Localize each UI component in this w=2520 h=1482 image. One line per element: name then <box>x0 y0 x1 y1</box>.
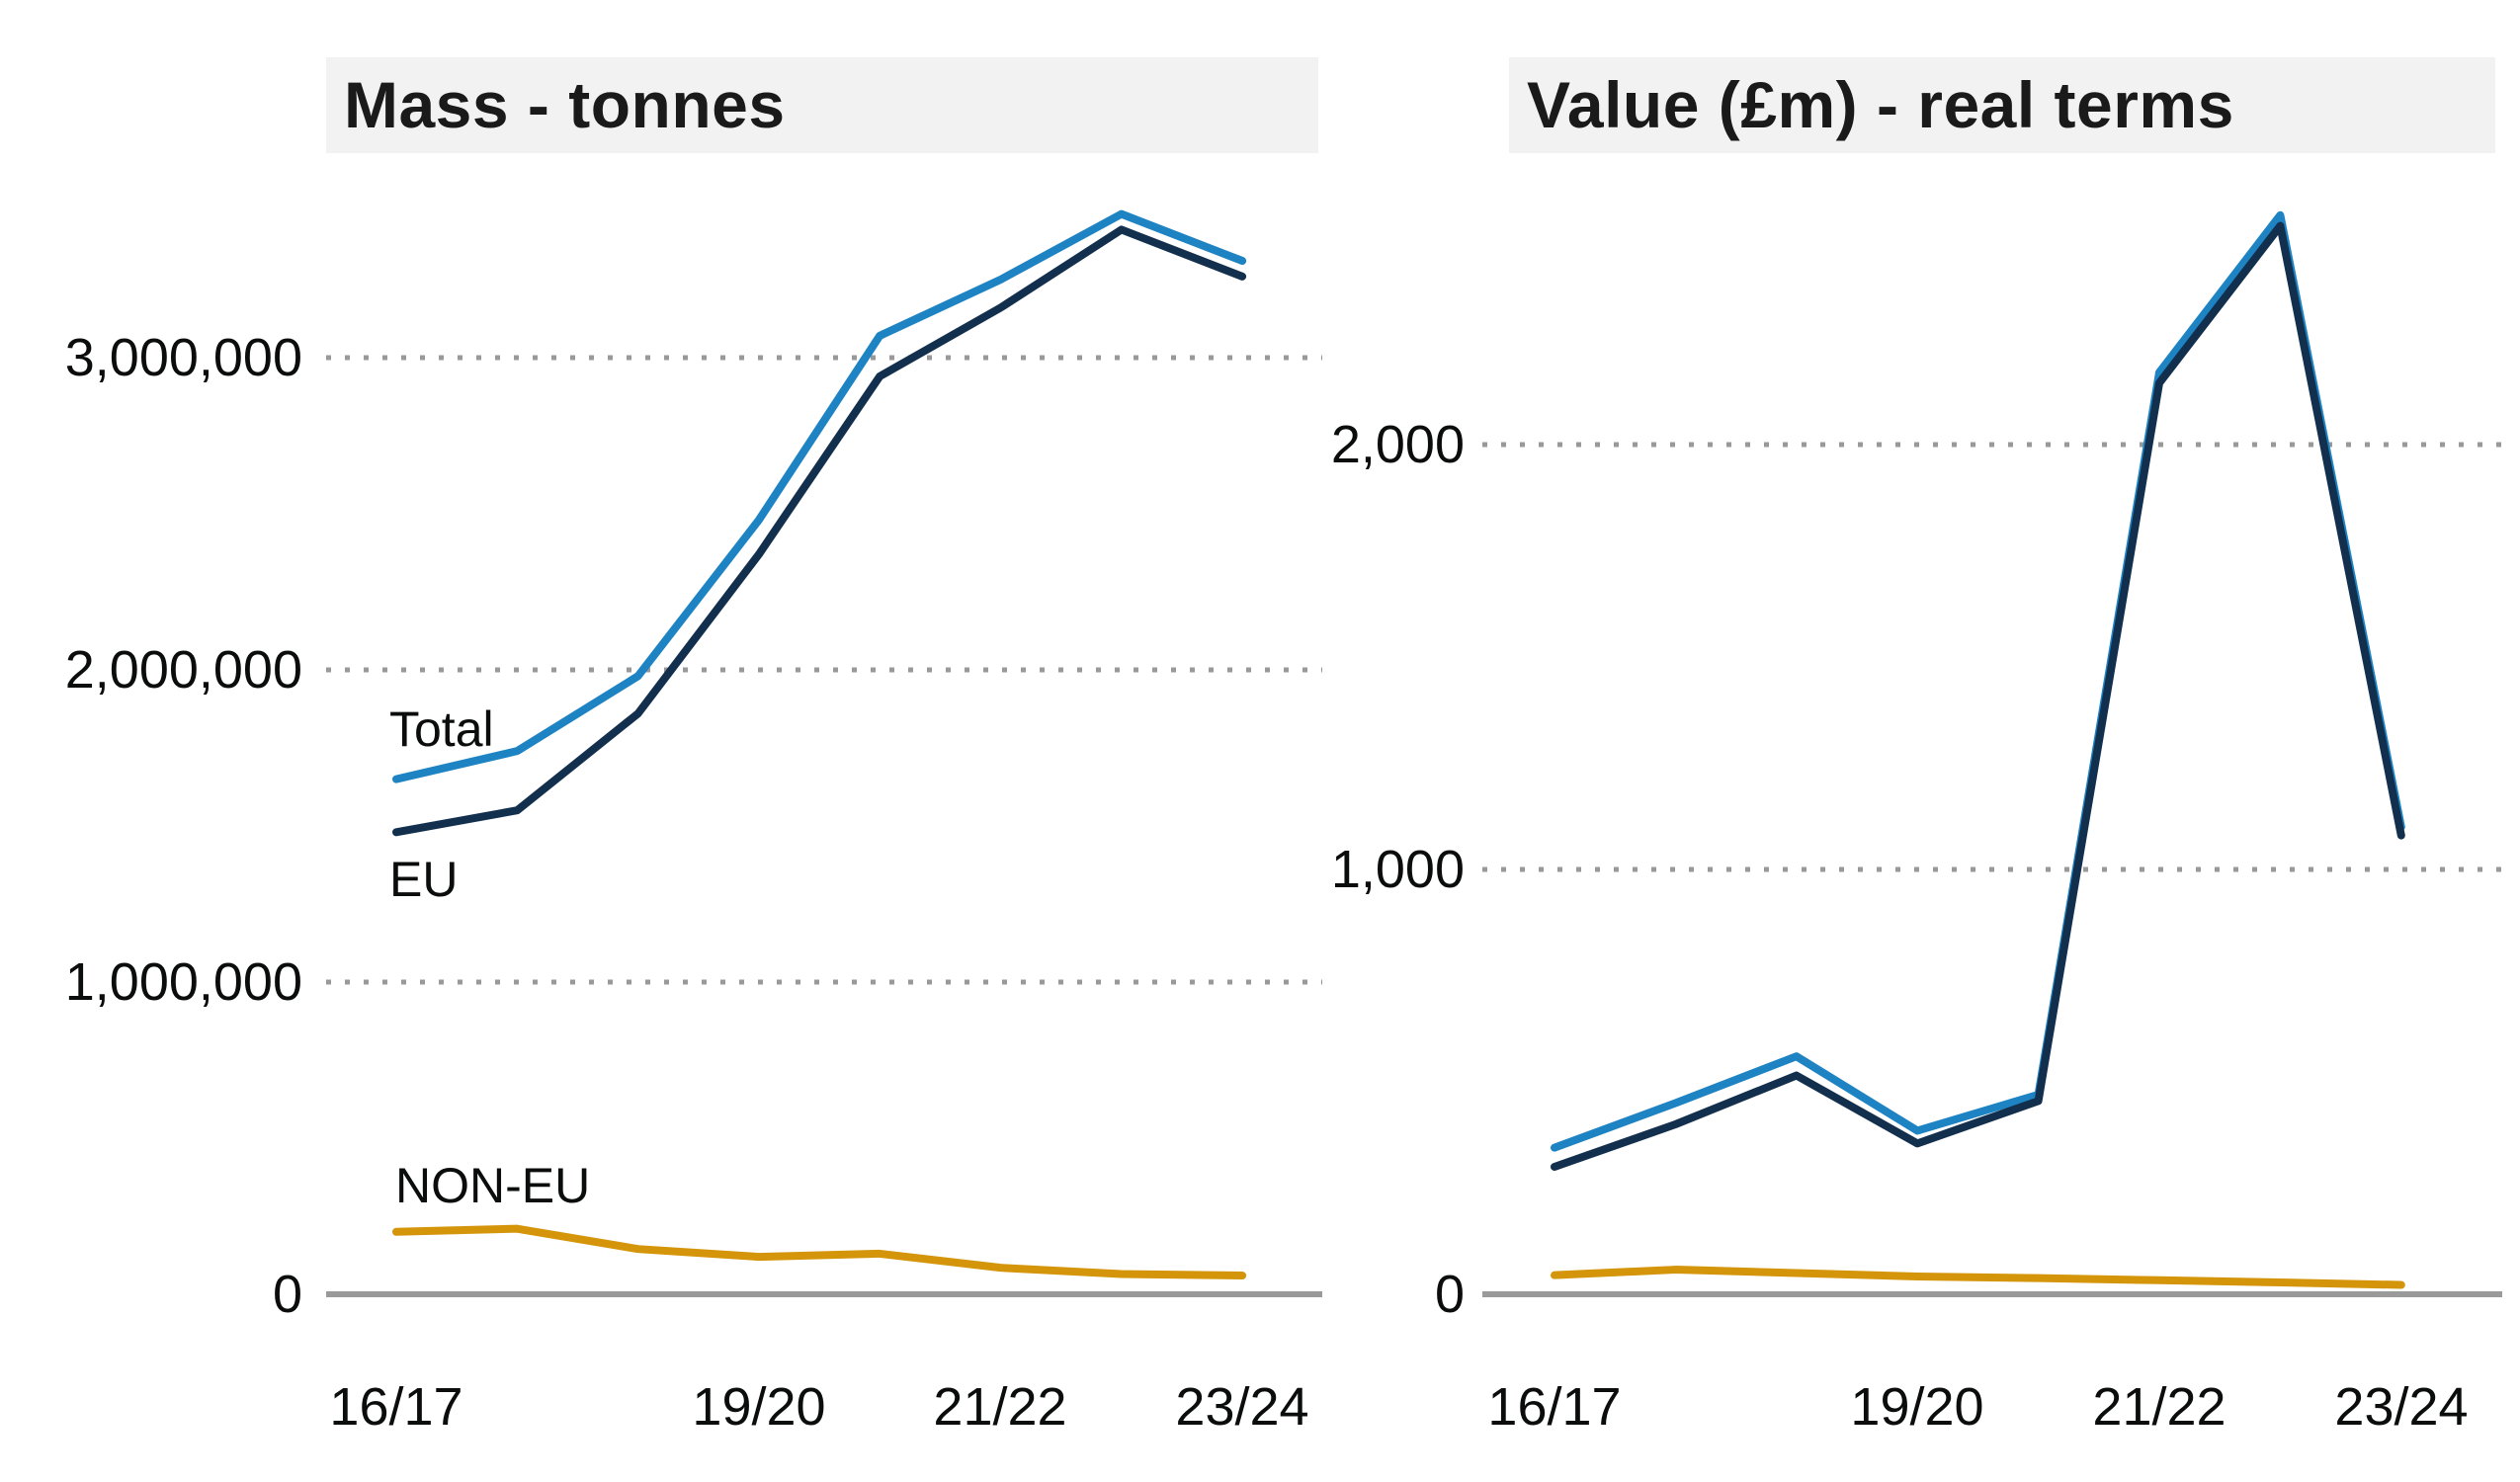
mass-chart-title: Mass - tonnes <box>344 68 786 141</box>
mass-xtick-2324: 23/24 <box>1175 1377 1309 1437</box>
value-xtick-2122: 21/22 <box>2092 1377 2226 1437</box>
value-ytick-1000: 1,000 <box>1330 840 1465 899</box>
mass-total-line <box>392 209 1247 783</box>
value-ytick-0: 0 <box>1434 1265 1465 1324</box>
mass-xtick-1617: 16/17 <box>329 1377 463 1437</box>
mass-ytick-0: 0 <box>272 1265 302 1324</box>
value-chart-title-band: Value (£m) - real terms <box>1509 57 2495 153</box>
mass-xtick-2122: 21/22 <box>933 1377 1067 1437</box>
value-xtick-2324: 23/24 <box>2334 1377 2469 1437</box>
mass-ytick-2000000: 2,000,000 <box>64 640 302 700</box>
mass-chart-title-band: Mass - tonnes <box>326 57 1318 153</box>
mass-eu-label: EU <box>389 852 459 907</box>
mass-eu-line <box>392 225 1247 837</box>
value-ytick-2000: 2,000 <box>1330 415 1465 474</box>
mass-total-label: Total <box>389 701 494 757</box>
value-non-eu-line <box>1551 1266 2405 1289</box>
mass-ytick-3000000: 3,000,000 <box>64 328 302 387</box>
mass-ytick-1000000: 1,000,000 <box>64 952 302 1012</box>
value-total-line <box>1551 210 2405 1152</box>
value-xtick-1617: 16/17 <box>1487 1377 1622 1437</box>
mass-non-eu-line <box>392 1224 1247 1280</box>
mass-non-eu-label: NON-EU <box>395 1158 591 1213</box>
value-xtick-1920: 19/20 <box>1850 1377 1984 1437</box>
mass-xtick-1920: 19/20 <box>692 1377 826 1437</box>
value-chart-title: Value (£m) - real terms <box>1527 68 2234 141</box>
value-eu-line <box>1551 221 2405 1171</box>
